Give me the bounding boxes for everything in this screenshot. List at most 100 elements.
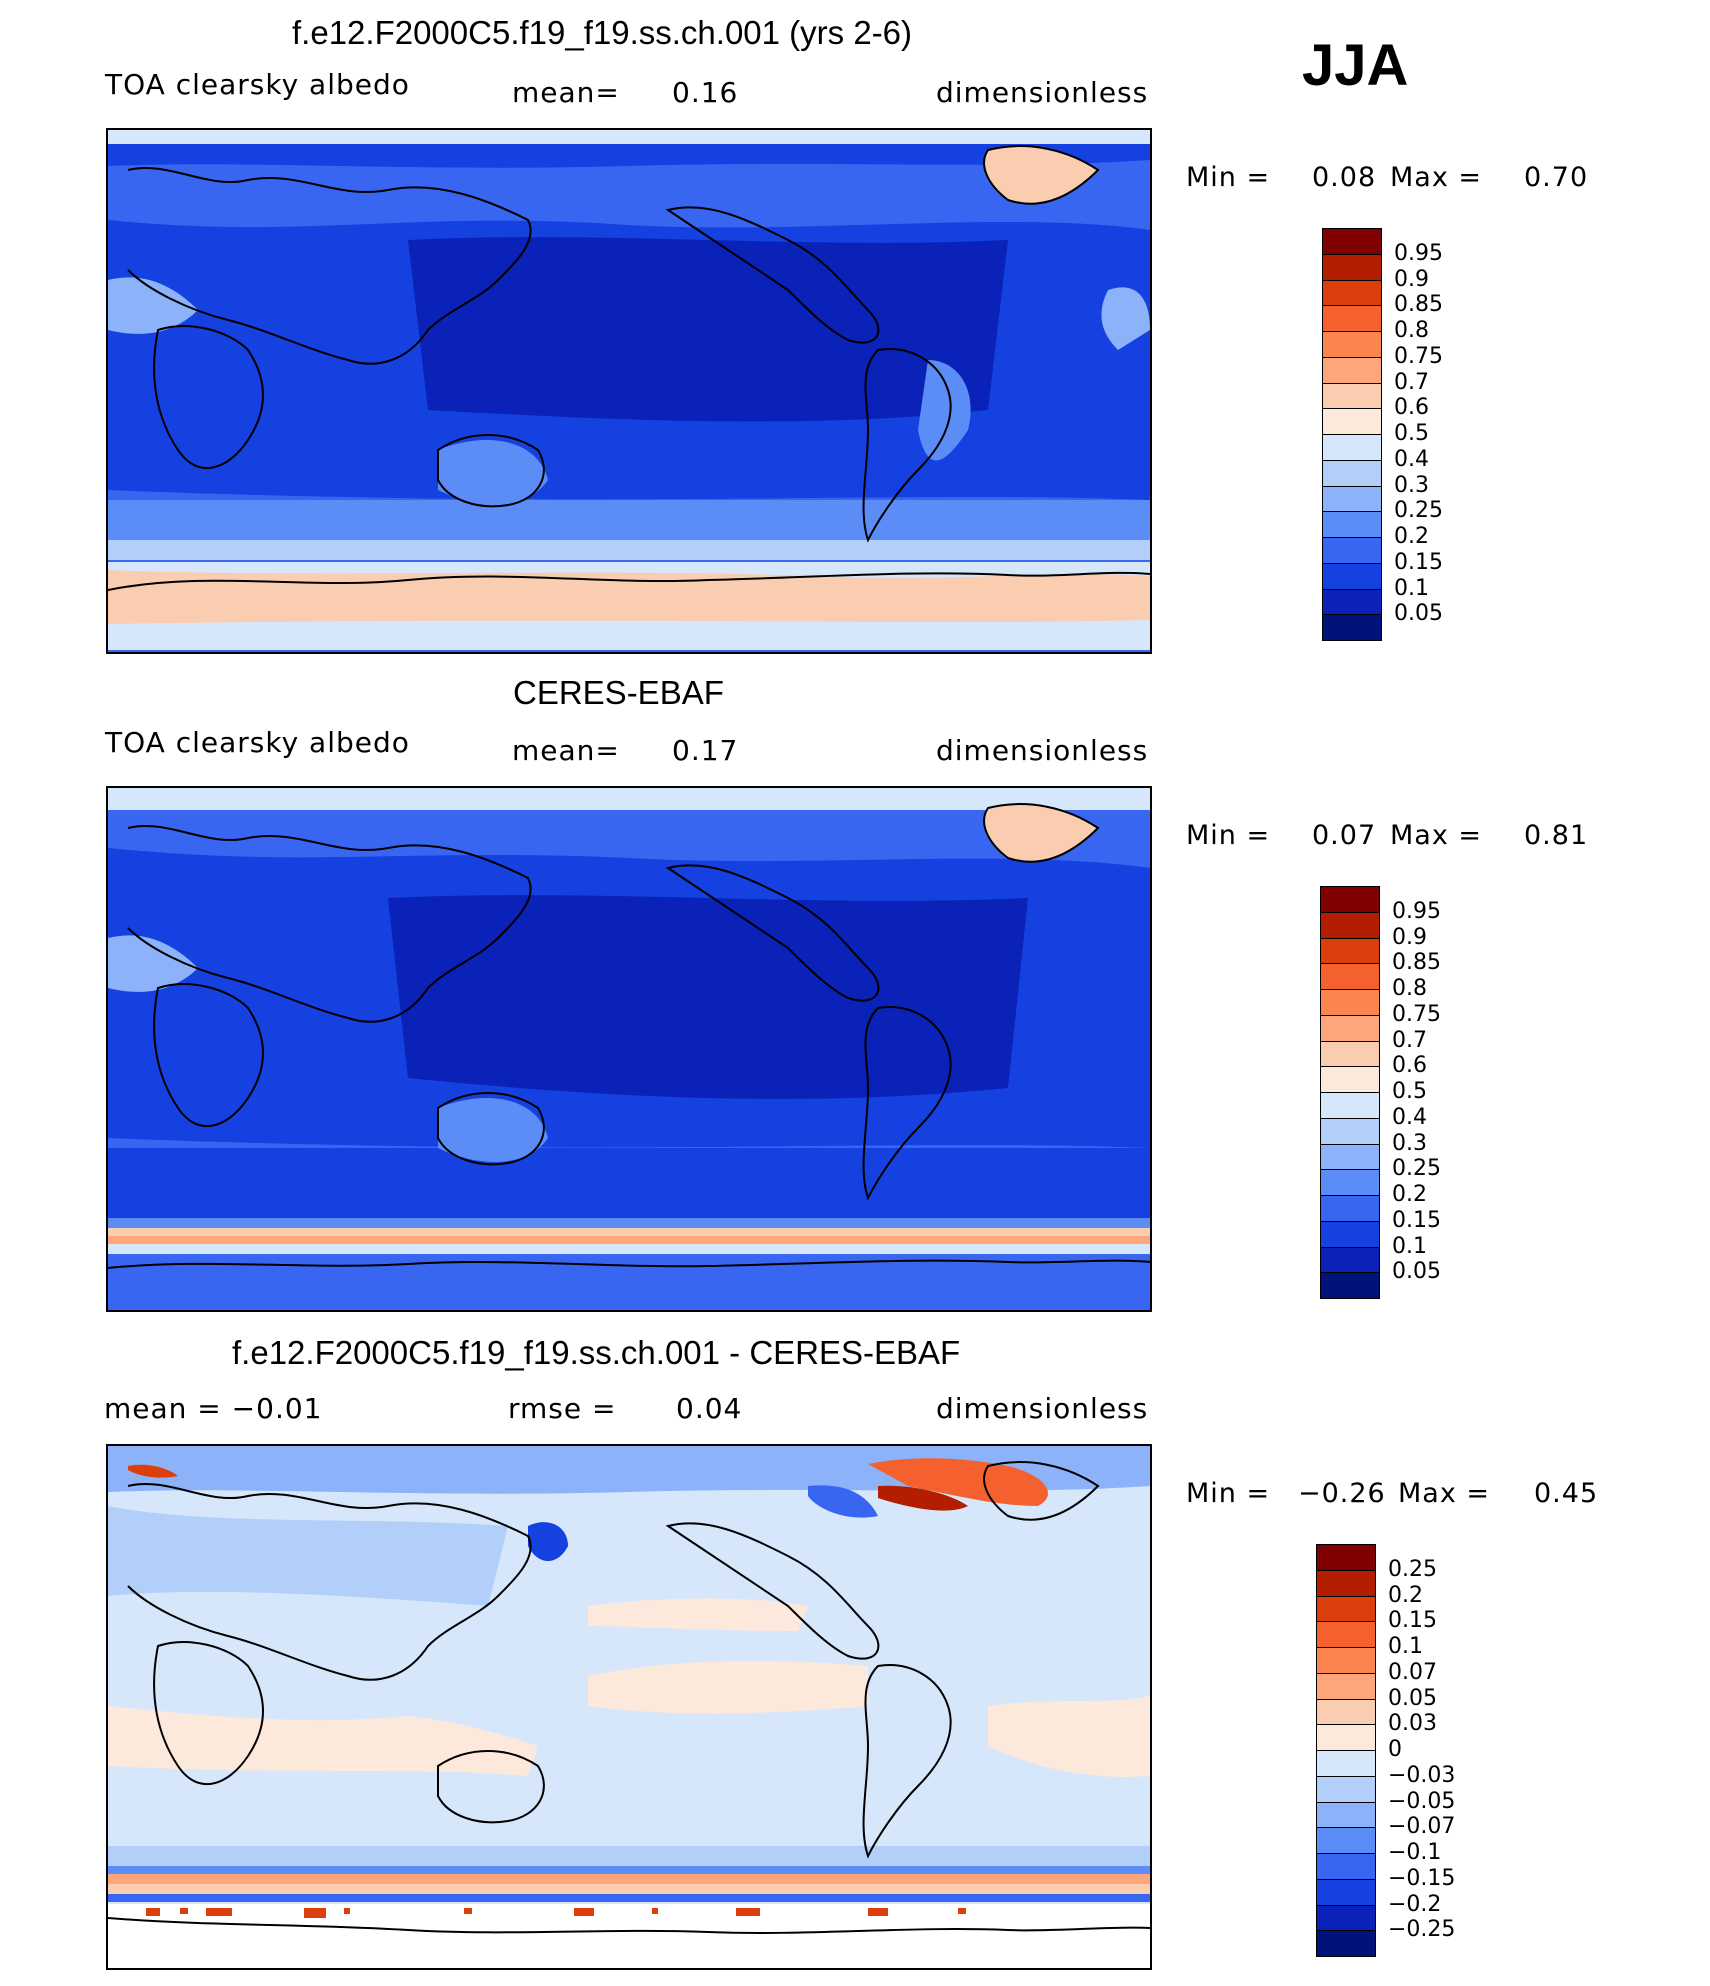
colorbar-swatch: [1316, 1750, 1376, 1777]
max-label: Max =: [1398, 1478, 1491, 1509]
colorbar-tick-label: 0.9: [1392, 924, 1427, 950]
colorbar-tick-label: 0.7: [1392, 1027, 1427, 1053]
panel-rmse-value: 0.04: [676, 1392, 743, 1425]
colorbar-swatch: [1316, 1827, 1376, 1854]
min-label: Min =: [1186, 1478, 1271, 1509]
panel-units: dimensionless: [936, 1392, 1149, 1425]
colorbar-swatch: [1320, 989, 1380, 1016]
max-label: Max =: [1390, 820, 1483, 851]
colorbar-swatch: [1322, 485, 1382, 513]
colorbar-tick-label: 0.3: [1392, 1130, 1427, 1156]
panel-mean-label: mean=: [512, 76, 620, 109]
colorbar-swatch: [1322, 408, 1382, 435]
max-label: Max =: [1390, 162, 1483, 193]
colorbar-tick-label: 0.8: [1392, 976, 1427, 1001]
colorbar-swatch: [1320, 1092, 1380, 1119]
panel-mean-label: mean = −0.01: [104, 1392, 323, 1425]
panel-units: dimensionless: [936, 734, 1149, 767]
colorbar-swatch: [1316, 1621, 1376, 1648]
colorbar-tick-label: −0.05: [1388, 1788, 1456, 1814]
colorbar-swatch: [1320, 1014, 1380, 1042]
colorbar-swatch: [1322, 537, 1382, 564]
colorbar-tick-label: 0.25: [1392, 1156, 1441, 1182]
colorbar-swatch: [1320, 1143, 1380, 1171]
colorbar-swatch: [1322, 434, 1382, 461]
colorbar-swatch: [1322, 511, 1382, 538]
colorbar-swatch: [1322, 228, 1382, 255]
colorbar-tick-label: 0.15: [1388, 1608, 1437, 1634]
panel-rmse-label: rmse =: [508, 1392, 617, 1425]
colorbar-swatch: [1320, 1272, 1380, 1299]
colorbar-tick-label: −0.1: [1388, 1840, 1442, 1865]
panel-title: f.e12.F2000C5.f19_f19.ss.ch.001 - CERES-…: [232, 1334, 961, 1371]
colorbar-swatch: [1322, 614, 1382, 641]
min-value: 0.07: [1312, 820, 1377, 851]
colorbar-swatch: [1320, 1246, 1380, 1274]
colorbar-swatch: [1316, 1544, 1376, 1571]
colorbar-tick-label: 0.25: [1394, 498, 1443, 524]
colorbar-swatch: [1316, 1672, 1376, 1700]
min-value: −0.26: [1298, 1478, 1386, 1509]
colorbar-tick-label: −0.15: [1388, 1865, 1456, 1891]
panel-mean-value: 0.17: [672, 734, 739, 767]
colorbar-swatch: [1320, 937, 1380, 965]
panel-title: f.e12.F2000C5.f19_f19.ss.ch.001 (yrs 2-6…: [292, 14, 913, 51]
colorbar-swatch: [1316, 1853, 1376, 1880]
colorbar-swatch: [1320, 1195, 1380, 1222]
colorbar-tick-label: 0.7: [1394, 369, 1429, 395]
panel-units: dimensionless: [936, 76, 1149, 109]
colorbar-swatch: [1316, 1775, 1376, 1803]
colorbar-swatch: [1316, 1904, 1376, 1932]
map-diff: [106, 1444, 1152, 1970]
colorbar-tick-label: 0.5: [1392, 1079, 1427, 1104]
map-obs: [106, 786, 1152, 1312]
colorbar-swatch: [1320, 1220, 1380, 1248]
panel-mean-label: mean=: [512, 734, 620, 767]
colorbar-tick-label: 0.95: [1394, 240, 1443, 266]
colorbar-tick-label: 0.95: [1392, 898, 1441, 924]
colorbar-tick-label: 0.1: [1388, 1634, 1423, 1659]
colorbar-swatch: [1320, 1066, 1380, 1093]
colorbar-tick-label: 0.75: [1394, 343, 1443, 369]
max-value: 0.45: [1534, 1478, 1599, 1509]
colorbar-tick-label: 0.2: [1394, 524, 1429, 549]
min-label: Min =: [1186, 162, 1271, 193]
colorbar-swatch: [1316, 1595, 1376, 1623]
panel-variable-label: TOA clearsky albedo: [105, 68, 410, 101]
colorbar-tick-label: 0.85: [1392, 950, 1441, 976]
max-value: 0.81: [1524, 820, 1589, 851]
panel-variable-label: TOA clearsky albedo: [105, 726, 410, 759]
colorbar-tick-label: −0.03: [1388, 1762, 1456, 1788]
colorbar-tick-label: 0.6: [1392, 1053, 1427, 1079]
colorbar-tick-label: 0.1: [1394, 575, 1429, 601]
colorbar-tick-label: 0.2: [1392, 1182, 1427, 1207]
colorbar-swatch: [1320, 886, 1380, 913]
panel-title: CERES-EBAF: [513, 674, 724, 711]
colorbar-tick-label: 0.03: [1388, 1711, 1437, 1737]
min-value: 0.08: [1312, 162, 1377, 193]
colorbar-tick-label: 0.4: [1394, 446, 1429, 472]
colorbar-swatch: [1320, 911, 1380, 939]
colorbar-swatch: [1316, 1569, 1376, 1597]
colorbar: 0.95 0.9 0.85 0.8 0.75 0.7 0.6 0.5 0.4 0.3 0.25 0.2…: [1322, 228, 1522, 641]
colorbar-tick-label: 0.5: [1394, 421, 1429, 446]
colorbar-swatch: [1322, 279, 1382, 307]
colorbar-swatch: [1316, 1930, 1376, 1957]
colorbar-tick-label: −0.07: [1388, 1814, 1456, 1840]
colorbar-swatch: [1316, 1878, 1376, 1906]
colorbar-tick-label: 0.85: [1394, 292, 1443, 318]
field-map: [108, 1446, 1150, 1968]
colorbar-tick-label: 0.07: [1388, 1659, 1437, 1685]
colorbar-swatch: [1322, 382, 1382, 410]
max-value: 0.70: [1524, 162, 1589, 193]
colorbar-swatch: [1316, 1724, 1376, 1751]
colorbar-tick-label: −0.2: [1388, 1891, 1442, 1917]
colorbar-tick-label: 0.2: [1388, 1582, 1423, 1608]
colorbar-swatch: [1316, 1801, 1376, 1829]
colorbar-tick-label: 0.05: [1392, 1259, 1441, 1285]
colorbar-swatch: [1322, 588, 1382, 616]
panel-mean-value: 0.16: [672, 76, 739, 109]
colorbar-swatch: [1322, 253, 1382, 281]
colorbar-tick-label: 0.9: [1394, 266, 1429, 292]
colorbar-tick-label: 0.75: [1392, 1001, 1441, 1027]
